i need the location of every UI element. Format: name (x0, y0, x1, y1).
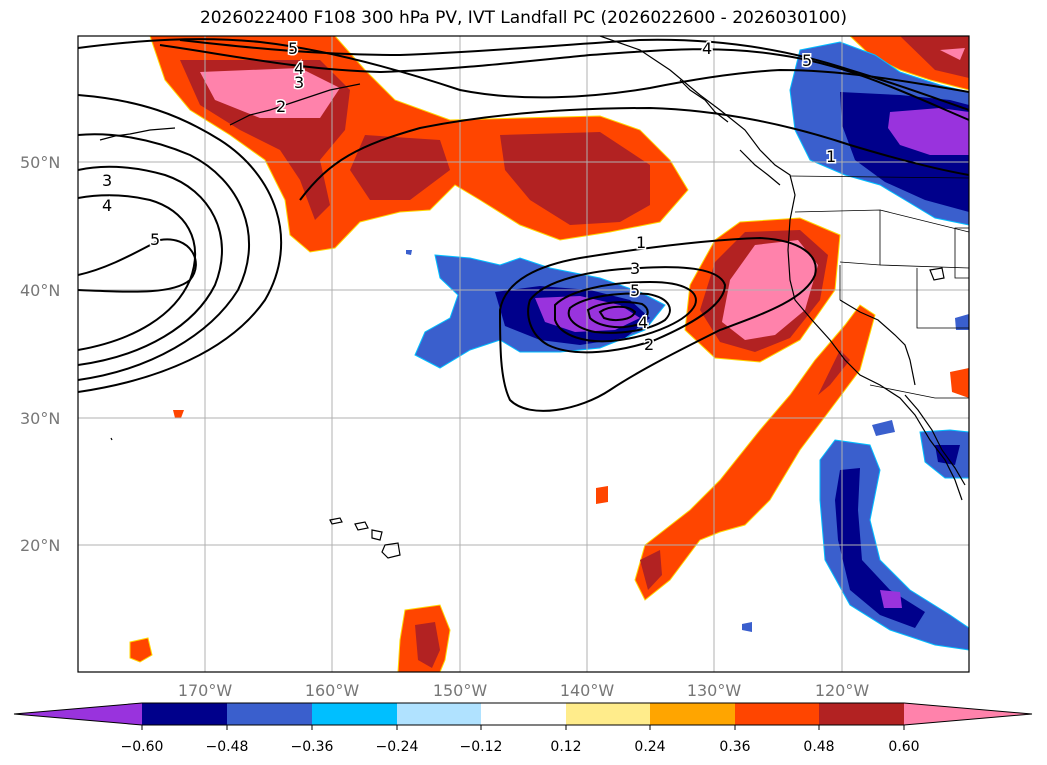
colorbar-segment (566, 703, 650, 725)
contour-label: 5 (150, 230, 160, 249)
lat-label-50n: 50°N (20, 153, 60, 172)
contour-labels: 5 4 3 2 4 5 1 3 4 5 1 3 5 4 2 (101, 38, 838, 356)
ivt-contours (78, 38, 969, 412)
contour-label: 1 (636, 233, 646, 252)
lon-label-120w: 120°W (815, 681, 870, 700)
map-title: 2026022400 F108 300 hPa PV, IVT Landfall… (199, 8, 847, 28)
colorbar-segment (142, 703, 227, 725)
contour-label: 5 (288, 39, 298, 58)
coastlines (99, 36, 966, 559)
contour-label: 4 (638, 313, 648, 332)
lat-label-20n: 20°N (20, 536, 60, 555)
lat-label-30n: 30°N (20, 409, 60, 428)
colorbar-tick-label: −0.36 (291, 739, 334, 755)
colorbar-tick-label: 0.24 (634, 739, 665, 755)
colorbar-extend-left (14, 703, 142, 725)
lon-label-160w: 160°W (305, 681, 360, 700)
colorbar-tick-label: −0.48 (206, 739, 249, 755)
contour-label: 4 (294, 59, 304, 78)
colorbar-tick-label: 0.36 (719, 739, 750, 755)
lon-label-170w: 170°W (178, 681, 233, 700)
colorbar-tick-label: 0.48 (803, 739, 834, 755)
lon-label-150w: 150°W (433, 681, 488, 700)
contour-label: 5 (802, 51, 812, 70)
lat-label-40n: 40°N (20, 281, 60, 300)
colorbar-segment (735, 703, 819, 725)
colorbar-segment (397, 703, 481, 725)
colorbar-tick-label: −0.24 (376, 739, 419, 755)
colorbar: −0.60 −0.48 −0.36 −0.24 −0.12 0.12 0.24 … (13, 702, 1033, 755)
colorbar-tick-label: 0.12 (550, 739, 581, 755)
political-borders (789, 175, 969, 399)
gridlines (78, 36, 969, 672)
colorbar-tick-labels: −0.60 −0.48 −0.36 −0.24 −0.12 0.12 0.24 … (121, 739, 920, 755)
map-plot-area: 5 4 3 2 4 5 1 3 4 5 1 3 5 4 2 (78, 36, 969, 672)
negative-anomaly-shading (406, 41, 969, 651)
longitude-labels: 170°W 160°W 150°W 140°W 130°W 120°W (178, 681, 870, 700)
latitude-labels: 50°N 40°N 30°N 20°N (20, 153, 60, 555)
contour-label: 3 (294, 73, 304, 92)
colorbar-tick-label: −0.12 (460, 739, 503, 755)
colorbar-segment (650, 703, 735, 725)
contour-label: 2 (276, 97, 286, 116)
colorbar-ticks (141, 725, 905, 730)
colorbar-segment (819, 703, 904, 725)
colorbar-segment (227, 703, 312, 725)
contour-label: 5 (630, 281, 640, 300)
contour-label: 2 (644, 335, 654, 354)
lon-label-140w: 140°W (560, 681, 615, 700)
colorbar-segment (481, 703, 566, 725)
contour-label: 3 (102, 171, 112, 190)
colorbar-tick-label: −0.60 (121, 739, 164, 755)
contour-label: 4 (102, 196, 112, 215)
contour-label: 3 (630, 259, 640, 278)
colorbar-tick-label: 0.60 (888, 739, 919, 755)
contour-label: 4 (702, 39, 712, 58)
colorbar-segment (312, 703, 397, 725)
colorbar-extend-right (904, 703, 1032, 725)
contour-label: 1 (826, 147, 836, 166)
map-frame (77, 35, 970, 673)
lon-label-130w: 130°W (687, 681, 742, 700)
positive-anomaly-shading (129, 36, 969, 672)
